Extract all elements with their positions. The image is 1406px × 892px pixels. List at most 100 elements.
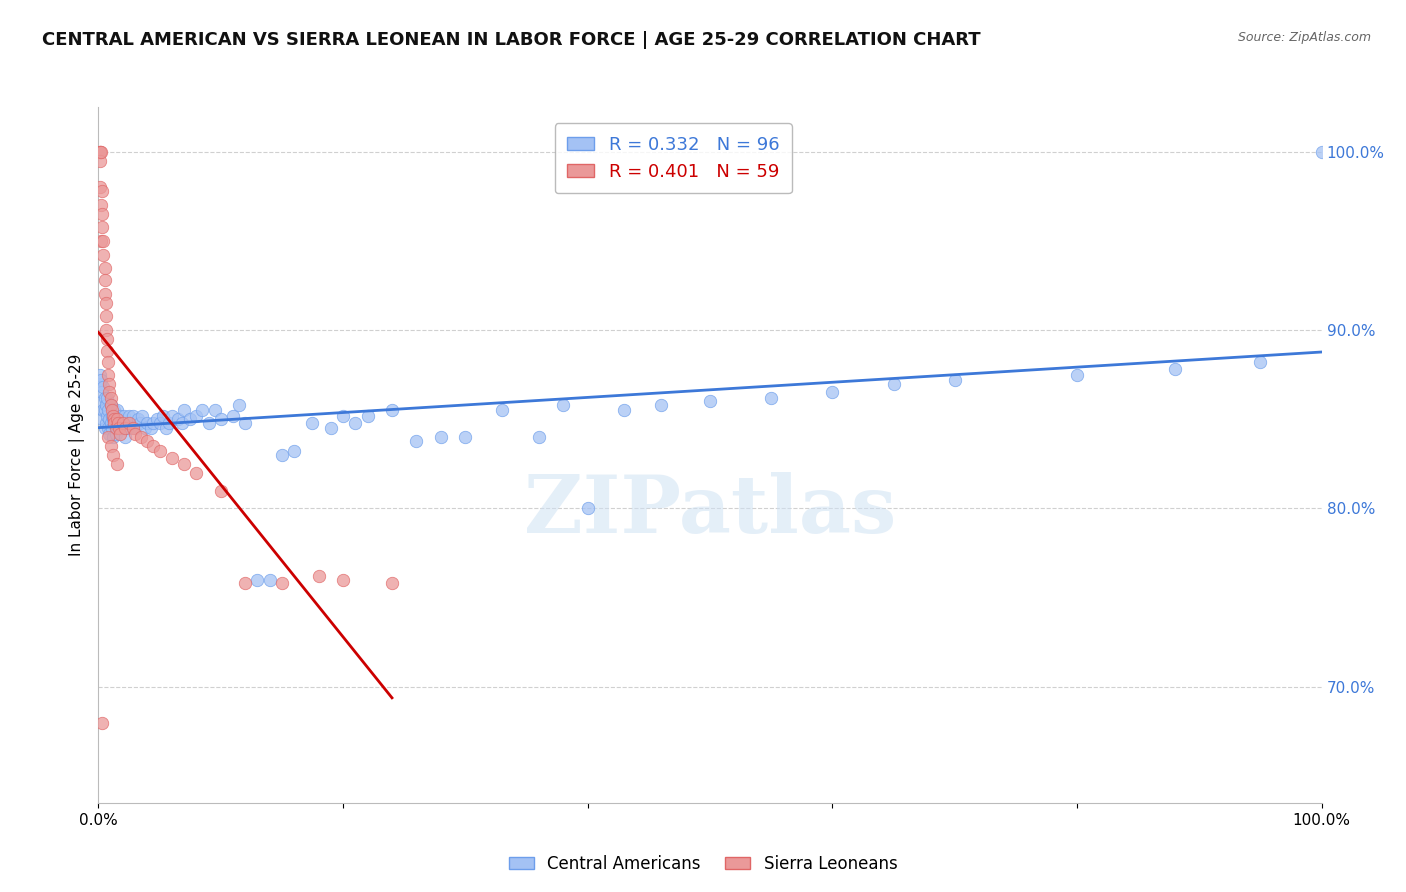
- Point: [124, 426, 146, 441]
- Point: [94, 296, 117, 310]
- Point: [97, 430, 120, 444]
- Point: [186, 409, 208, 423]
- Point: [121, 421, 143, 435]
- Point: [105, 412, 128, 426]
- Point: [93, 287, 115, 301]
- Point: [91, 207, 114, 221]
- Point: [553, 398, 575, 412]
- Point: [89, 145, 111, 159]
- Point: [89, 153, 111, 168]
- Point: [108, 421, 131, 435]
- Point: [107, 412, 129, 426]
- Point: [124, 421, 146, 435]
- Point: [111, 421, 134, 435]
- Point: [1066, 368, 1088, 382]
- Point: [101, 430, 124, 444]
- Point: [821, 385, 844, 400]
- Point: [108, 421, 131, 435]
- Point: [197, 416, 219, 430]
- Point: [94, 323, 117, 337]
- Point: [90, 234, 112, 248]
- Legend: Central Americans, Sierra Leoneans: Central Americans, Sierra Leoneans: [502, 848, 904, 880]
- Point: [96, 391, 118, 405]
- Point: [97, 403, 120, 417]
- Point: [101, 448, 124, 462]
- Point: [112, 409, 135, 423]
- Point: [101, 412, 124, 426]
- Point: [91, 234, 114, 248]
- Point: [96, 332, 118, 346]
- Point: [103, 416, 125, 430]
- Text: ZIPatlas: ZIPatlas: [524, 472, 896, 549]
- Point: [89, 368, 111, 382]
- Point: [98, 412, 121, 426]
- Point: [101, 409, 124, 423]
- Point: [103, 416, 125, 430]
- Point: [103, 412, 125, 426]
- Point: [1310, 145, 1333, 159]
- Point: [104, 426, 127, 441]
- Point: [89, 180, 111, 194]
- Point: [209, 483, 232, 498]
- Point: [100, 439, 122, 453]
- Point: [94, 398, 117, 412]
- Point: [149, 416, 172, 430]
- Legend: R = 0.332   N = 96, R = 0.401   N = 59: R = 0.332 N = 96, R = 0.401 N = 59: [554, 123, 792, 194]
- Point: [179, 412, 201, 426]
- Point: [91, 715, 114, 730]
- Point: [91, 184, 114, 198]
- Point: [157, 416, 180, 430]
- Point: [761, 391, 783, 405]
- Point: [576, 501, 599, 516]
- Point: [114, 430, 136, 444]
- Point: [246, 573, 269, 587]
- Point: [186, 466, 208, 480]
- Point: [96, 409, 118, 423]
- Point: [228, 398, 250, 412]
- Point: [107, 416, 129, 430]
- Point: [98, 426, 121, 441]
- Point: [152, 409, 174, 423]
- Point: [308, 569, 330, 583]
- Point: [91, 248, 114, 262]
- Point: [270, 448, 294, 462]
- Point: [103, 403, 125, 417]
- Point: [405, 434, 427, 448]
- Point: [114, 421, 136, 435]
- Point: [332, 573, 354, 587]
- Point: [90, 394, 112, 409]
- Point: [344, 416, 367, 430]
- Point: [110, 426, 132, 441]
- Point: [356, 409, 378, 423]
- Point: [129, 416, 152, 430]
- Point: [139, 421, 162, 435]
- Point: [146, 412, 169, 426]
- Point: [283, 444, 305, 458]
- Point: [1249, 355, 1271, 369]
- Point: [91, 385, 114, 400]
- Point: [173, 403, 195, 417]
- Point: [491, 403, 513, 417]
- Point: [527, 430, 550, 444]
- Point: [650, 398, 672, 412]
- Y-axis label: In Labor Force | Age 25-29: In Labor Force | Age 25-29: [69, 354, 84, 556]
- Point: [105, 416, 128, 430]
- Point: [131, 409, 153, 423]
- Point: [233, 416, 256, 430]
- Point: [93, 260, 115, 275]
- Point: [97, 421, 120, 435]
- Point: [105, 457, 128, 471]
- Point: [136, 416, 159, 430]
- Point: [332, 409, 354, 423]
- Point: [118, 416, 141, 430]
- Point: [101, 409, 124, 423]
- Point: [233, 576, 256, 591]
- Point: [89, 145, 111, 159]
- Point: [93, 273, 115, 287]
- Point: [699, 394, 721, 409]
- Point: [454, 430, 477, 444]
- Point: [101, 403, 124, 417]
- Point: [222, 409, 245, 423]
- Point: [96, 344, 118, 359]
- Point: [259, 573, 281, 587]
